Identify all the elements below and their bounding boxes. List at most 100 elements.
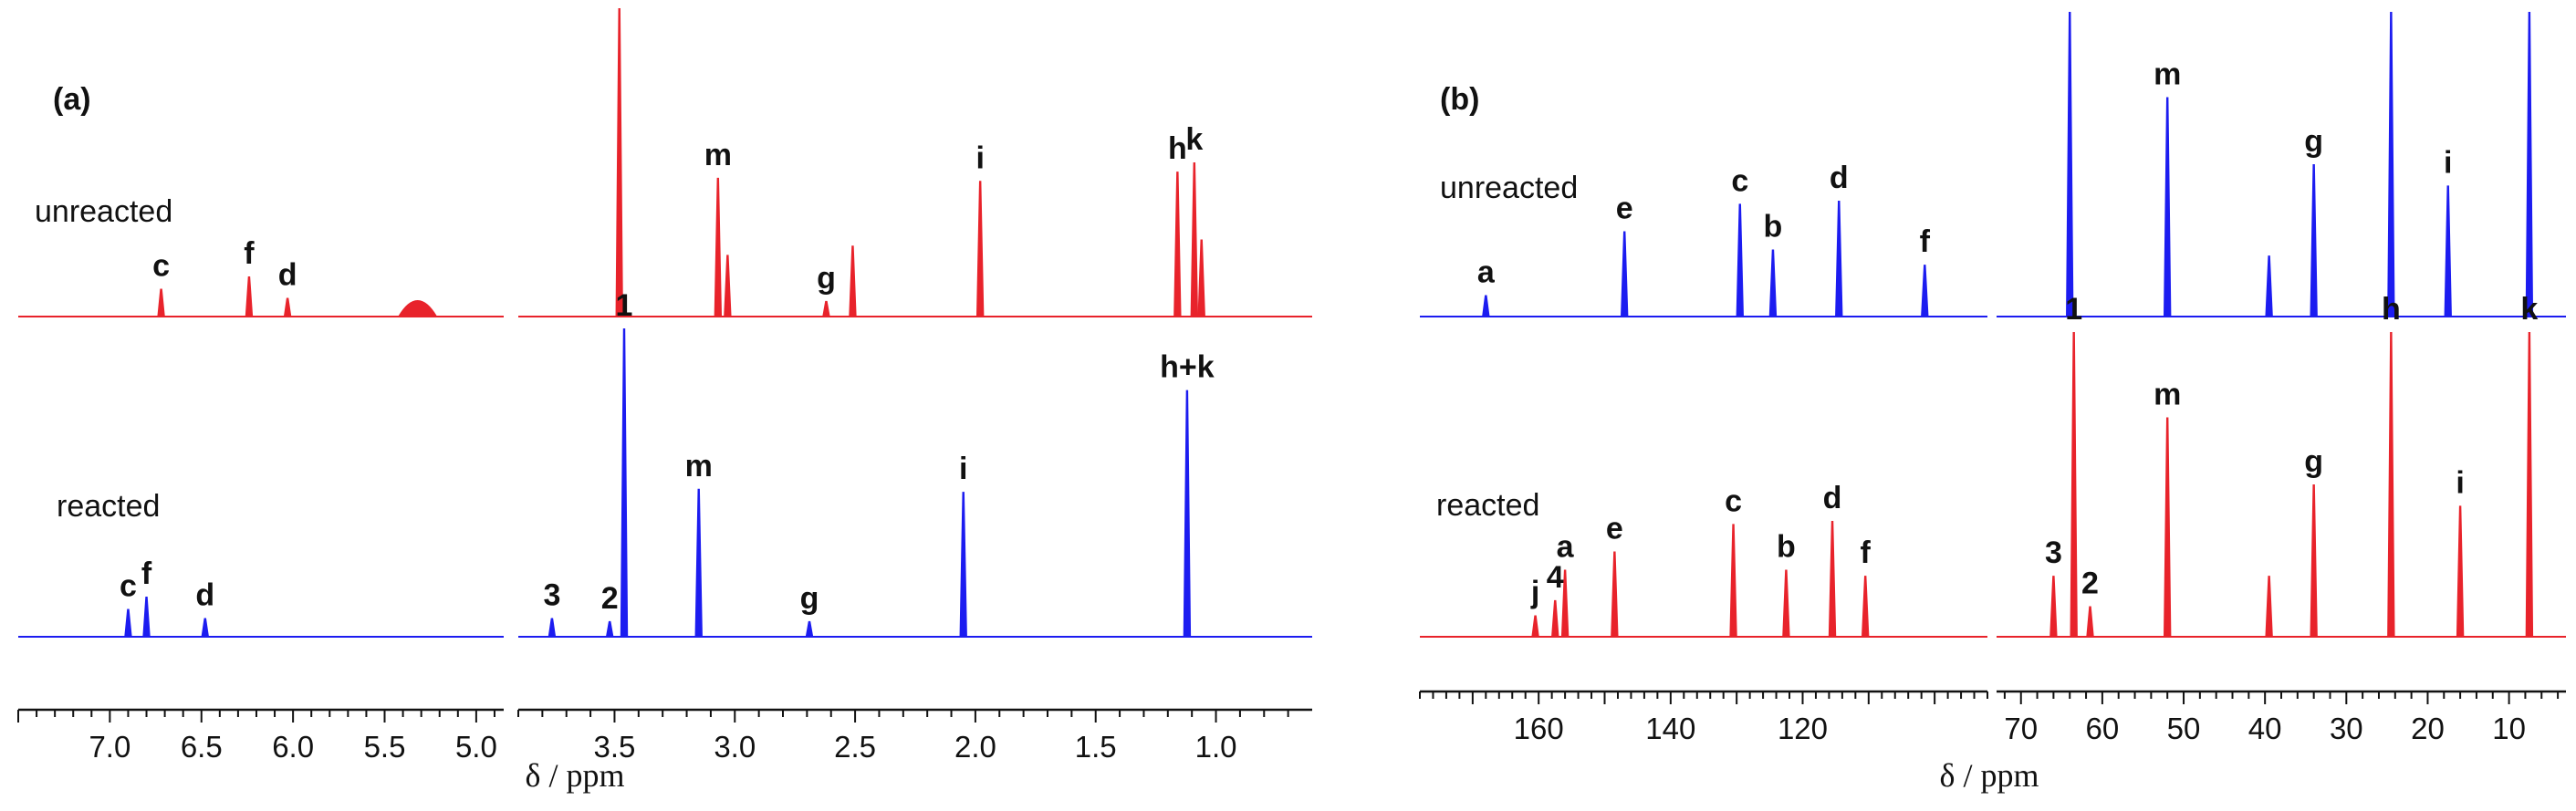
peak-label: h xyxy=(2382,292,2401,327)
peak-label: b xyxy=(1777,530,1796,565)
peak-label: h xyxy=(2382,0,2401,6)
peak-reacted-j xyxy=(1531,615,1539,638)
peak-unreacted-a xyxy=(1482,295,1490,317)
peak-label: f xyxy=(244,236,255,271)
peak-label: e xyxy=(1616,191,1633,225)
peak-unreacted xyxy=(849,245,857,317)
panel-a-trace-label-top: unreacted xyxy=(35,194,172,229)
peak-reacted-g xyxy=(805,620,814,638)
peak-label: f xyxy=(141,556,152,591)
peak-reacted-d xyxy=(201,618,209,638)
peak-label: j xyxy=(1530,576,1539,610)
tick-label: 3.5 xyxy=(594,730,636,764)
peak-reacted-i xyxy=(959,492,967,638)
panel-a-label: (a) xyxy=(53,82,91,117)
tick-label: 20 xyxy=(2411,712,2445,745)
peak-reacted-1 xyxy=(620,328,629,638)
peak-unreacted xyxy=(1197,239,1205,317)
peak-reacted-i xyxy=(2456,505,2465,638)
peak-label: a xyxy=(1557,530,1575,565)
peak-reacted-m xyxy=(694,488,703,638)
peak-unreacted-f xyxy=(245,276,254,317)
peak-unreacted-c xyxy=(157,288,165,317)
peak-label: 1 xyxy=(610,0,628,3)
peak-reacted-f xyxy=(142,596,151,638)
peak-unreacted xyxy=(724,255,732,317)
tick-label: 6.5 xyxy=(181,730,223,764)
peak-unreacted-c xyxy=(1736,203,1744,317)
peak-unreacted-i xyxy=(2444,185,2452,317)
peak-unreacted xyxy=(398,300,437,317)
peak-reacted-1 xyxy=(2070,331,2078,638)
peak-label: e xyxy=(1606,511,1623,546)
peak-label: k xyxy=(1185,122,1203,157)
peak-reacted-k xyxy=(2525,331,2534,638)
peak-unreacted-f xyxy=(1921,265,1929,317)
peak-label: k xyxy=(2520,0,2538,6)
peak-label: g xyxy=(2304,124,2323,159)
peak-label: 3 xyxy=(543,578,560,613)
peak-reacted-3 xyxy=(548,618,557,638)
tick-label: 50 xyxy=(2167,712,2201,745)
peak-label: 1 xyxy=(2061,0,2079,6)
series-unreacted: a e cb d f 1 m g h i k xyxy=(1420,0,2566,317)
peak-unreacted-m xyxy=(2164,97,2172,317)
series-unreacted: c fd 1 m g i hk xyxy=(18,0,1312,317)
peak-unreacted-m xyxy=(714,177,723,317)
peak-label: i xyxy=(959,452,967,486)
peak-reacted-c xyxy=(124,608,132,638)
peak-reacted-f xyxy=(1862,576,1870,638)
panel-a-trace-label-bottom: reacted xyxy=(57,489,160,524)
tick-label: 30 xyxy=(2330,712,2363,745)
peak-label: b xyxy=(1764,210,1783,244)
peak-label: g xyxy=(817,261,836,296)
peak-label: g xyxy=(2304,444,2323,479)
peak-label: i xyxy=(975,140,984,175)
tick-label: 70 xyxy=(2004,712,2038,745)
peak-label: 2 xyxy=(601,581,619,616)
peak-label: 3 xyxy=(2045,535,2062,570)
peak-reacted-g xyxy=(2310,483,2318,638)
peak-label: m xyxy=(2154,57,2181,92)
peak-unreacted-g xyxy=(2310,163,2318,317)
panel-b-xlabel: δ / ppm xyxy=(1940,757,2039,794)
peak-label: m xyxy=(685,449,713,483)
tick-label: 5.5 xyxy=(364,730,406,764)
peak-label: 2 xyxy=(2081,567,2099,601)
peak-reacted-c xyxy=(1729,524,1737,638)
peak-reacted-b xyxy=(1782,569,1790,638)
peak-unreacted-1 xyxy=(615,7,623,317)
peak-label: k xyxy=(2520,292,2538,327)
peak-label: m xyxy=(704,138,732,172)
peak-reacted-3 xyxy=(2049,576,2058,638)
panel-a-xlabel: δ / ppm xyxy=(526,757,625,794)
peak-label: i xyxy=(2456,465,2464,500)
peak-reacted-h+k xyxy=(1183,390,1192,638)
panel-b-trace-label-bottom: reacted xyxy=(1436,488,1539,523)
peak-label: m xyxy=(2154,378,2181,412)
peak-label: 1 xyxy=(2065,292,2082,327)
tick-label: 3.0 xyxy=(714,730,756,764)
tick-label: 6.0 xyxy=(272,730,314,764)
panel-b-label: (b) xyxy=(1440,82,1479,117)
peak-unreacted-h xyxy=(2387,11,2395,317)
peak-unreacted-d xyxy=(283,297,292,317)
peak-label: g xyxy=(800,581,819,616)
peak-unreacted-e xyxy=(1621,231,1629,317)
peak-unreacted-i xyxy=(975,181,985,317)
peak-label: a xyxy=(1477,255,1496,290)
peak-label: h xyxy=(1168,131,1187,166)
peak-unreacted-g xyxy=(822,300,830,317)
peak-unreacted-k xyxy=(2525,11,2534,317)
peak-label: c xyxy=(1731,163,1748,198)
peak-label: 4 xyxy=(1547,560,1564,595)
panel-b-trace-label-top: unreacted xyxy=(1440,171,1578,205)
tick-label: 160 xyxy=(1514,712,1564,745)
tick-label: 2.0 xyxy=(954,730,996,764)
tick-label: 40 xyxy=(2248,712,2282,745)
peak-unreacted-1 xyxy=(2066,11,2074,317)
peak-unreacted-k xyxy=(1190,161,1199,317)
peak-reacted-4 xyxy=(1551,599,1559,638)
tick-label: 7.0 xyxy=(89,730,130,764)
